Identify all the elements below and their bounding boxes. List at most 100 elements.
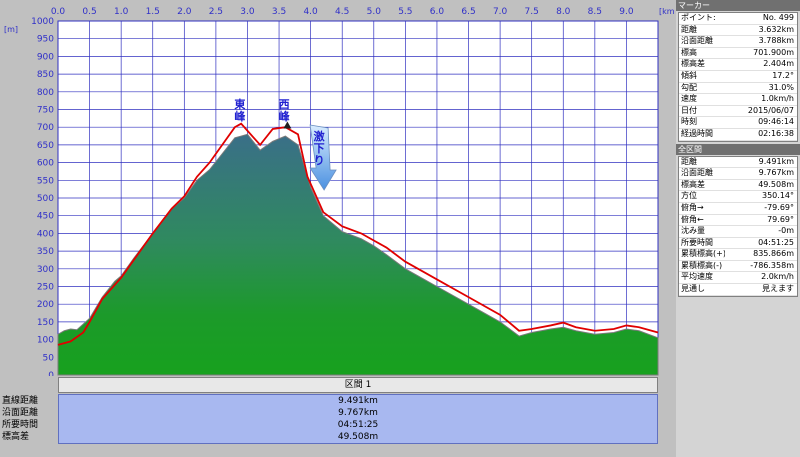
y-tick-label: 250 [37,283,54,293]
x-tick-label: 0.0 [51,7,66,17]
marker-row: 傾斜 17.2° [679,71,797,83]
total-row: 距離 9.491km [679,157,797,169]
x-tick-label: 1.0 [114,7,129,17]
elevation-chart[interactable]: 1000 950 900 850 800 750 700 650 600 550 500 450 400… [0,0,675,376]
x-axis-unit: [km] [659,7,675,16]
label-elevation-diff: 標高差 [2,432,30,442]
total-row-key: 所要時間 [681,237,713,247]
x-tick-label: 7.5 [525,7,539,17]
marker-row: 勾配 31.0% [679,83,797,95]
section-header[interactable]: 区間 1 [58,377,658,393]
y-tick-label: 650 [37,141,54,151]
y-tick-label: 500 [37,194,54,204]
x-tick-label: 2.0 [177,7,192,17]
y-tick-label: 600 [37,159,54,169]
descent-arrow-icon [309,124,337,191]
marker-triangle-icon [283,121,292,129]
section-values: 9.491km 9.767km 04:51:25 49.508m [58,394,658,444]
total-row: 平均速度 2.0km/h [679,272,797,285]
marker-row: 日付 2015/06/07 [679,106,797,118]
x-tick-label: 6.0 [430,7,445,17]
marker-row-key: 標高 [681,47,697,57]
marker-row: 経過時間 02:16:38 [679,129,797,141]
x-tick-label: 3.0 [240,7,255,17]
elevation-profile-svg[interactable]: 1000950900850800750700650600550500450400… [0,0,675,376]
total-row: 所要時間 04:51:25 [679,238,797,250]
route-line [57,122,659,346]
marker-row-key: 時刻 [681,117,697,127]
marker-row-key: 標高差 [681,59,705,69]
total-row: 沈み量 -0m [679,226,797,238]
marker-row-value: 1.0km/h [761,94,794,104]
value-surface-distance: 9.767km [338,408,378,418]
total-row: 方位 350.14° [679,191,797,203]
marker-row-value: 3.632km [758,24,794,34]
total-row-key: 沿面距離 [681,168,713,178]
total-row-value: -79.69° [764,202,794,212]
marker-row-value: 2015/06/07 [747,105,794,115]
total-row-value: 49.508m [758,179,794,189]
x-tick-label: 8.0 [556,7,571,17]
marker-row-value: 02:16:38 [758,128,794,138]
total-row-key: 標高差 [681,179,705,189]
y-tick-label: 950 [37,35,54,45]
x-tick-label: 6.5 [461,7,475,17]
x-tick-label: 5.5 [398,7,412,17]
total-row-key: 俯角→ [681,202,704,212]
x-tick-label: 0.5 [82,7,96,17]
x-tick-label: 3.5 [272,7,286,17]
marker-row-value: 2.404m [763,59,794,69]
info-side-panel: マーカー ポイント: No. 499 距離 3.632km 沿面距離 3.788km 標高 7… [676,0,800,457]
marker-row-key: 距離 [681,24,697,34]
y-tick-label: 750 [37,106,54,116]
marker-row-key: 沿面距離 [681,36,713,46]
total-row-value: 9.767km [758,168,794,178]
total-row-value: 350.14° [762,191,794,201]
total-row: 俯角→ -79.69° [679,203,797,215]
section-title: 区間 1 [344,380,372,390]
y-tick-label: 150 [37,318,54,328]
y-tick-label: 550 [37,176,54,186]
total-row-value: 835.866m [753,249,794,259]
descent-label-char: 激 [314,129,325,143]
east-peak-label-char: 東 [234,97,246,111]
value-required-time: 04:51:25 [337,420,379,430]
marker-row: ポイント: No. 499 [679,13,797,25]
marker-row-key: ポイント: [681,13,716,22]
marker-row-key: 速度 [681,94,697,104]
west-peak-label-char: 西 [279,98,290,111]
marker-row-key: 経過時間 [681,128,713,138]
total-row: 標高差 49.508m [679,180,797,192]
marker-row: 沿面距離 3.788km [679,36,797,48]
marker-row-value: 701.900m [753,47,794,57]
x-tick-label: 1.5 [146,7,160,17]
total-row-value: 79.69° [767,214,794,224]
y-tick-label: 900 [37,52,54,62]
label-surface-distance: 沿面距離 [2,408,39,418]
y-tick-label: 450 [37,212,54,222]
total-row-key: 沈み量 [681,226,705,236]
total-row: 見通し 見えます [679,284,797,296]
descent-label-char: り [314,154,325,167]
x-tick-label: 8.5 [588,7,602,17]
east-peak-label-char: 峰 [234,109,246,123]
marker-row-value: 31.0% [768,82,794,92]
section-labels: 直線距離 沿面距離 所要時間 標高差 [0,395,58,443]
y-tick-label: 100 [37,336,54,346]
marker-info-box: ポイント: No. 499 距離 3.632km 沿面距離 3.788km 標高 701.90… [678,12,798,142]
marker-row-value: No. 499 [762,13,794,22]
total-row-value: 9.491km [758,156,794,166]
west-peak-label: 西峰 [279,98,291,123]
x-tick-label: 9.0 [619,7,634,17]
x-tick-label: 2.5 [209,7,223,17]
total-row-value: 04:51:25 [758,237,794,247]
total-row-key: 累積標高(-) [681,260,723,270]
marker-row-key: 傾斜 [681,70,697,80]
total-row-key: 累積標高(+) [681,249,725,259]
total-row-key: 俯角← [681,214,704,224]
total-info-box: 距離 9.491km 沿面距離 9.767km 標高差 49.508m 方位 350.14° 俯… [678,155,798,297]
marker-row: 速度 1.0km/h [679,94,797,106]
marker-row: 時刻 09:46:14 [679,117,797,129]
marker-row-key: 日付 [681,105,697,115]
y-tick-label: 300 [37,265,54,275]
